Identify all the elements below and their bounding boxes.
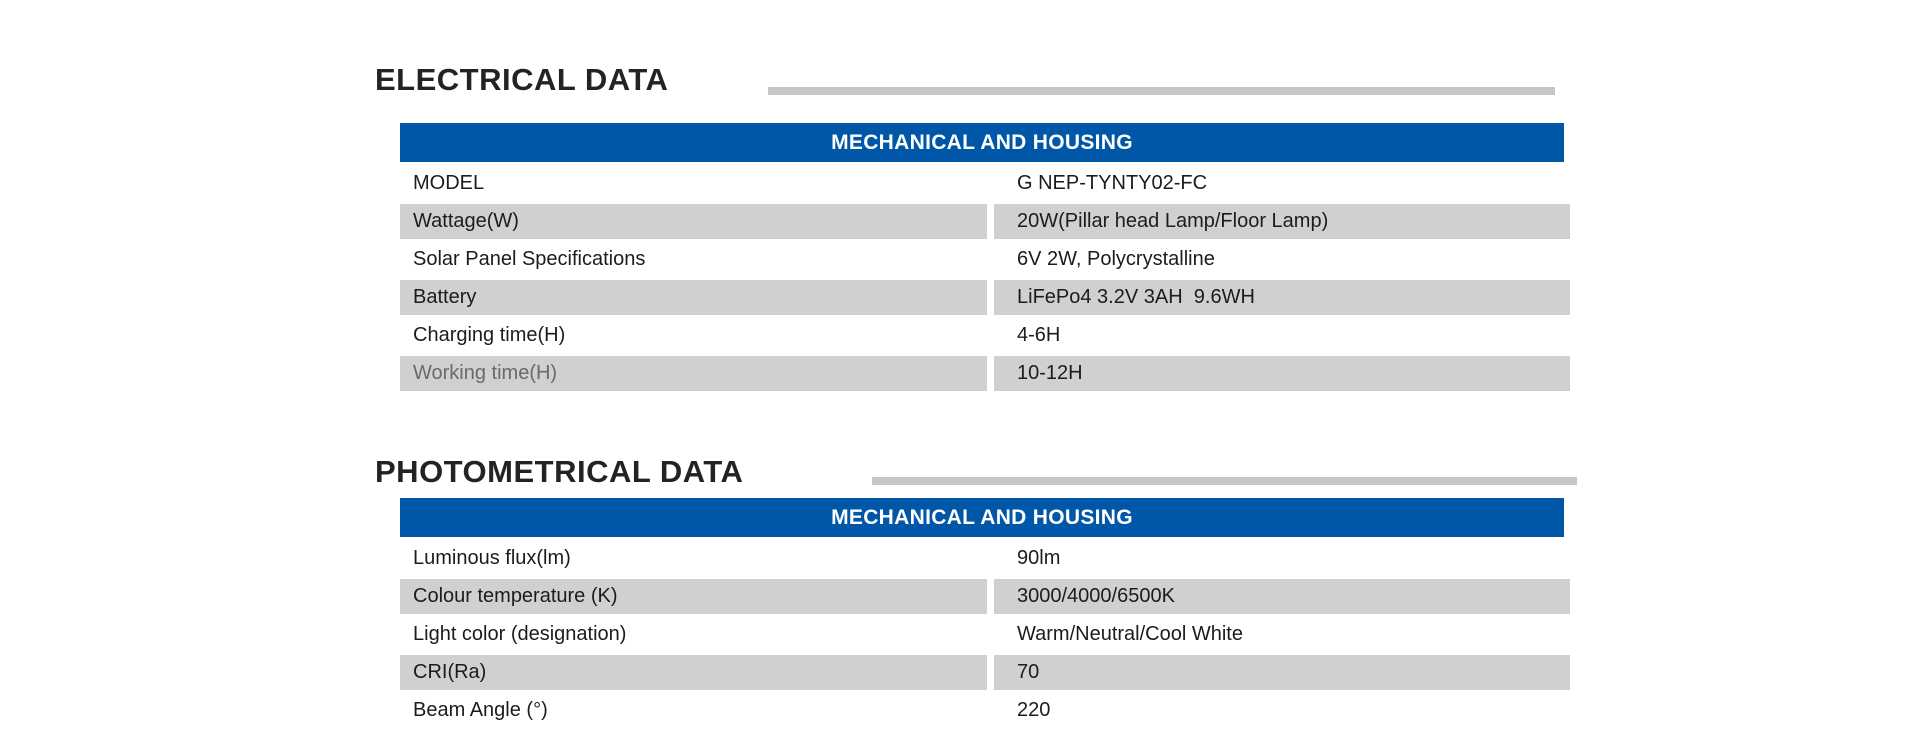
section-divider-line	[768, 87, 1555, 95]
row-label: MODEL	[413, 172, 485, 194]
table-header-banner: MECHANICAL AND HOUSING	[400, 498, 1564, 537]
electrical-spec-table: MECHANICAL AND HOUSING MODEL G NEP-TYNTY…	[400, 123, 1570, 394]
table-row: Wattage(W) 20W(Pillar head Lamp/Floor La…	[400, 204, 1570, 239]
row-value: LiFePo4 3.2V 3AH 9.6WH	[994, 280, 1570, 315]
table-row: Luminous flux(lm) 90lm	[400, 541, 1570, 576]
row-value: G NEP-TYNTY02-FC	[1017, 172, 1208, 194]
row-label: Beam Angle (°)	[413, 699, 548, 721]
table-row: Working time(H) 10-12H	[400, 356, 1570, 391]
row-label: Charging time(H)	[413, 324, 566, 346]
row-label: CRI(Ra)	[400, 655, 987, 690]
table-rows: Luminous flux(lm) 90lm Colour temperatur…	[400, 541, 1570, 728]
row-label: Solar Panel Specifications	[413, 248, 646, 270]
table-rows: MODEL G NEP-TYNTY02-FC Wattage(W) 20W(Pi…	[400, 166, 1570, 391]
section-title-photometrical: PHOTOMETRICAL DATA	[375, 454, 744, 489]
row-label: Working time(H)	[400, 356, 987, 391]
table-row: MODEL G NEP-TYNTY02-FC	[400, 166, 1570, 201]
row-value: 220	[1017, 699, 1051, 721]
row-label: Luminous flux(lm)	[413, 547, 571, 569]
table-row: Charging time(H) 4-6H	[400, 318, 1570, 353]
section-divider-line	[872, 477, 1577, 485]
row-value: 20W(Pillar head Lamp/Floor Lamp)	[994, 204, 1570, 239]
row-value: 3000/4000/6500K	[994, 579, 1570, 614]
table-row: Beam Angle (°) 220	[400, 693, 1570, 728]
row-value: 70	[994, 655, 1570, 690]
row-label: Wattage(W)	[400, 204, 987, 239]
photometrical-spec-table: MECHANICAL AND HOUSING Luminous flux(lm)…	[400, 498, 1570, 731]
table-row: Light color (designation) Warm/Neutral/C…	[400, 617, 1570, 652]
row-label: Colour temperature (K)	[400, 579, 987, 614]
table-row: Colour temperature (K) 3000/4000/6500K	[400, 579, 1570, 614]
row-value: 4-6H	[1017, 324, 1061, 346]
row-label: Battery	[400, 280, 987, 315]
row-label: Light color (designation)	[413, 623, 627, 645]
table-header-banner: MECHANICAL AND HOUSING	[400, 123, 1564, 162]
row-value: 10-12H	[994, 356, 1570, 391]
row-value: 90lm	[1017, 547, 1061, 569]
row-value: 6V 2W, Polycrystalline	[1017, 248, 1215, 270]
section-title-electrical: ELECTRICAL DATA	[375, 62, 669, 97]
row-value: Warm/Neutral/Cool White	[1017, 623, 1243, 645]
table-row: CRI(Ra) 70	[400, 655, 1570, 690]
table-row: Battery LiFePo4 3.2V 3AH 9.6WH	[400, 280, 1570, 315]
table-row: Solar Panel Specifications 6V 2W, Polycr…	[400, 242, 1570, 277]
